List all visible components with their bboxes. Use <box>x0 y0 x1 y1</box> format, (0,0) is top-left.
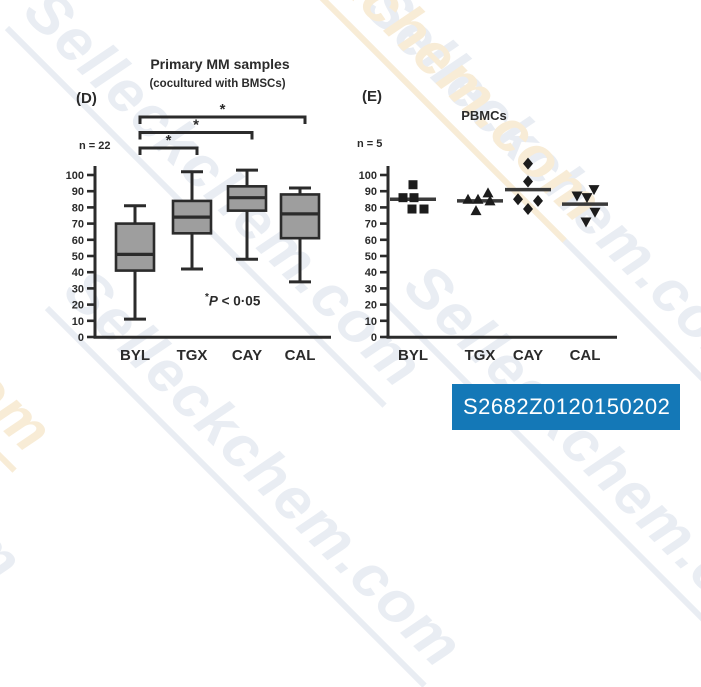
y-tick-label: 0 <box>371 332 377 344</box>
panel-e-n-count: n = 5 <box>357 138 383 150</box>
y-tick-label: 80 <box>365 202 377 214</box>
data-point-triangle-up <box>470 205 482 216</box>
data-point-diamond <box>533 194 543 207</box>
x-category-label: TGX <box>177 347 208 364</box>
y-tick-label: 70 <box>365 219 377 231</box>
y-tick-label: 60 <box>365 235 377 247</box>
data-point-triangle-down <box>580 217 592 228</box>
p-threshold: < 0·05 <box>217 293 261 309</box>
data-point-diamond <box>523 203 533 216</box>
x-category-label: CAL <box>285 347 316 364</box>
data-point-square <box>407 204 417 214</box>
data-point-triangle-down <box>571 191 583 202</box>
x-category-label: BYL <box>398 347 428 364</box>
y-tick-label: 60 <box>72 235 84 247</box>
product-id-text: S2682Z0120150202 <box>463 394 671 419</box>
x-category-label: BYL <box>120 347 150 364</box>
box-iqr <box>114 222 156 272</box>
y-tick-label: 90 <box>365 186 377 198</box>
data-point-triangle-down <box>588 185 600 196</box>
p-symbol: P <box>208 293 218 309</box>
panel-e-label: (E) <box>362 88 382 105</box>
x-category-label: CAY <box>232 347 262 364</box>
significance-star: * <box>205 292 209 303</box>
panel-d-subtitle: (cocultured with BMSCs) <box>149 78 286 90</box>
y-tick-label: 40 <box>72 267 84 279</box>
y-tick-label: 0 <box>78 332 84 344</box>
y-tick-label: 100 <box>66 170 84 182</box>
significance-star: * <box>193 117 199 134</box>
product-id-badge: S2682Z0120150202 <box>452 384 680 430</box>
significance-star: * <box>166 132 172 149</box>
figure-canvas: 0 10 20 30 40 50 60 70 80 90 100 BYL TGX CAY CAL * * * 0 10… <box>66 101 617 364</box>
data-point-triangle-up <box>482 187 494 198</box>
y-tick-label: 50 <box>72 251 84 263</box>
data-point-triangle-up <box>484 195 496 206</box>
data-point-square <box>408 180 418 190</box>
data-point-triangle-down <box>589 207 601 218</box>
y-tick-label: 20 <box>72 300 84 312</box>
y-tick-label: 10 <box>72 316 84 328</box>
y-tick-label: 100 <box>359 170 377 182</box>
y-tick-label: 40 <box>365 267 377 279</box>
panel-e-title: PBMCs <box>461 108 507 123</box>
panel-d-n-count: n = 22 <box>79 140 111 152</box>
y-tick-label: 10 <box>365 316 377 328</box>
data-point-triangle-down <box>581 193 593 204</box>
y-tick-label: 30 <box>72 283 84 295</box>
data-point-square <box>398 193 408 203</box>
data-point-triangle-up <box>472 193 484 204</box>
x-category-label: CAY <box>513 347 543 364</box>
y-tick-label: 50 <box>365 251 377 263</box>
significance-bracket <box>138 146 199 155</box>
panel-d-label: (D) <box>76 90 97 107</box>
data-point-diamond <box>523 175 533 188</box>
y-tick-label: 20 <box>365 300 377 312</box>
y-tick-label: 90 <box>72 186 84 198</box>
panel-d-title: Primary MM samples <box>150 56 290 72</box>
data-point-square <box>409 193 419 203</box>
data-point-diamond <box>523 157 533 170</box>
x-category-label: CAL <box>570 347 601 364</box>
data-point-square <box>419 204 429 214</box>
y-tick-label: 80 <box>72 202 84 214</box>
data-point-triangle-up <box>462 193 474 204</box>
y-tick-label: 30 <box>365 283 377 295</box>
p-value-annotation: *P < 0·05 <box>205 292 260 309</box>
y-tick-label: 70 <box>72 219 84 231</box>
significance-bracket <box>138 131 254 140</box>
significance-star: * <box>220 101 226 118</box>
box-iqr <box>279 193 321 240</box>
x-category-label: TGX <box>465 347 496 364</box>
data-point-diamond <box>513 193 523 206</box>
significance-bracket <box>138 115 307 124</box>
